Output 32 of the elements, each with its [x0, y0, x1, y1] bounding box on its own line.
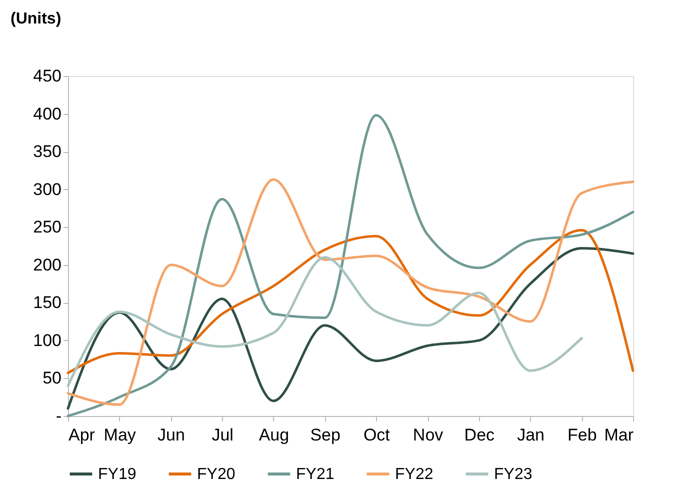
y-tick-label: 150: [33, 293, 62, 312]
y-tick-label: -: [56, 406, 62, 426]
legend-label: FY23: [494, 466, 532, 481]
x-tick-label: Jan: [517, 426, 544, 444]
x-tick-label: Jul: [212, 426, 234, 444]
y-tick-label: 350: [33, 142, 62, 162]
line-series: [66, 256, 583, 388]
y-tick-label: 400: [33, 104, 62, 124]
legend-label: FY19: [98, 466, 136, 481]
x-tick-label: Apr: [68, 426, 96, 444]
x-tick-label: May: [104, 426, 136, 444]
x-tick-label: Jun: [158, 426, 185, 444]
y-tick-label: 300: [33, 180, 62, 199]
line-series: [66, 228, 634, 374]
x-tick-label: Nov: [412, 426, 444, 444]
line-series: [66, 247, 634, 410]
x-tick-label: Oct: [363, 426, 390, 444]
x-tick-label: Sep: [310, 426, 340, 444]
y-tick-label: 200: [33, 255, 62, 274]
x-tick-label: Dec: [464, 426, 496, 444]
y-axis-title: (Units): [10, 10, 62, 28]
legend-label: FY22: [395, 466, 434, 481]
legend-label: FY21: [296, 466, 334, 481]
line-series: [66, 178, 634, 406]
y-tick-label: 250: [33, 218, 62, 237]
y-tick-label: 450: [33, 66, 62, 86]
x-tick-label: Mar: [604, 426, 634, 444]
y-tick-label: 50: [42, 368, 62, 388]
x-tick-label: Aug: [258, 426, 290, 444]
legend-label: FY20: [197, 466, 236, 481]
x-tick-label: Feb: [567, 426, 597, 444]
y-tick-label: 100: [33, 330, 62, 350]
